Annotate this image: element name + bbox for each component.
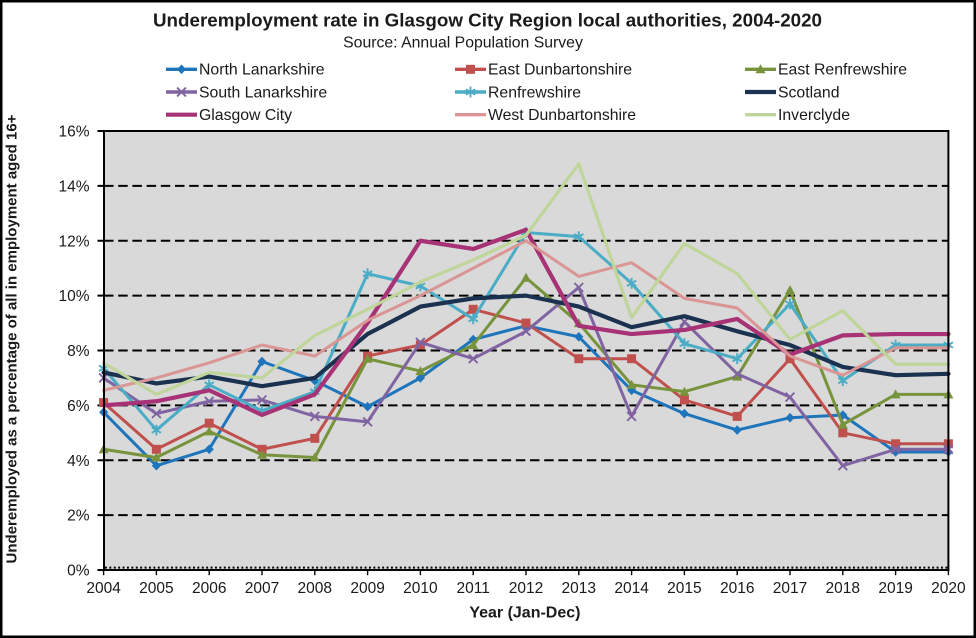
svg-text:2009: 2009 bbox=[350, 580, 384, 597]
svg-text:East Dunbartonshire: East Dunbartonshire bbox=[488, 62, 632, 79]
svg-text:2019: 2019 bbox=[878, 580, 912, 597]
svg-text:14%: 14% bbox=[58, 178, 89, 195]
svg-text:2007: 2007 bbox=[245, 580, 279, 597]
svg-text:South Lanarkshire: South Lanarkshire bbox=[199, 84, 327, 101]
svg-text:4%: 4% bbox=[67, 453, 90, 470]
svg-text:0%: 0% bbox=[67, 563, 90, 580]
svg-text:2012: 2012 bbox=[509, 580, 543, 597]
svg-text:2006: 2006 bbox=[192, 580, 226, 597]
svg-text:2016: 2016 bbox=[720, 580, 754, 597]
svg-text:2013: 2013 bbox=[562, 580, 596, 597]
svg-text:West Dunbartonshire: West Dunbartonshire bbox=[488, 107, 636, 124]
svg-text:12%: 12% bbox=[58, 233, 89, 250]
svg-text:Underemployment rate in Glasgo: Underemployment rate in Glasgow City Reg… bbox=[153, 10, 822, 31]
svg-text:2018: 2018 bbox=[826, 580, 860, 597]
svg-text:16%: 16% bbox=[58, 124, 89, 141]
svg-text:Source: Annual Population Surv: Source: Annual Population Survey bbox=[343, 34, 583, 51]
svg-text:2017: 2017 bbox=[773, 580, 807, 597]
svg-text:2011: 2011 bbox=[457, 580, 490, 597]
svg-text:East Renfrewshire: East Renfrewshire bbox=[778, 62, 907, 79]
svg-text:2020: 2020 bbox=[931, 580, 966, 597]
svg-text:2015: 2015 bbox=[667, 580, 701, 597]
svg-text:Inverclyde: Inverclyde bbox=[778, 107, 850, 124]
svg-text:2014: 2014 bbox=[614, 580, 649, 597]
svg-text:8%: 8% bbox=[67, 343, 90, 360]
svg-text:2004: 2004 bbox=[86, 580, 121, 597]
svg-text:Scotland: Scotland bbox=[778, 84, 839, 101]
svg-text:6%: 6% bbox=[67, 398, 90, 415]
svg-text:Glasgow City: Glasgow City bbox=[199, 107, 292, 124]
svg-text:2010: 2010 bbox=[403, 580, 438, 597]
svg-text:Underemployed as a percentage: Underemployed as a percentage of all in … bbox=[4, 114, 21, 563]
svg-text:2%: 2% bbox=[67, 508, 90, 525]
svg-text:Renfrewshire: Renfrewshire bbox=[488, 84, 581, 101]
svg-text:2008: 2008 bbox=[298, 580, 332, 597]
svg-text:2005: 2005 bbox=[139, 580, 173, 597]
svg-text:North Lanarkshire: North Lanarkshire bbox=[199, 62, 325, 79]
svg-text:Year (Jan-Dec): Year (Jan-Dec) bbox=[469, 605, 580, 622]
svg-text:10%: 10% bbox=[58, 288, 89, 305]
